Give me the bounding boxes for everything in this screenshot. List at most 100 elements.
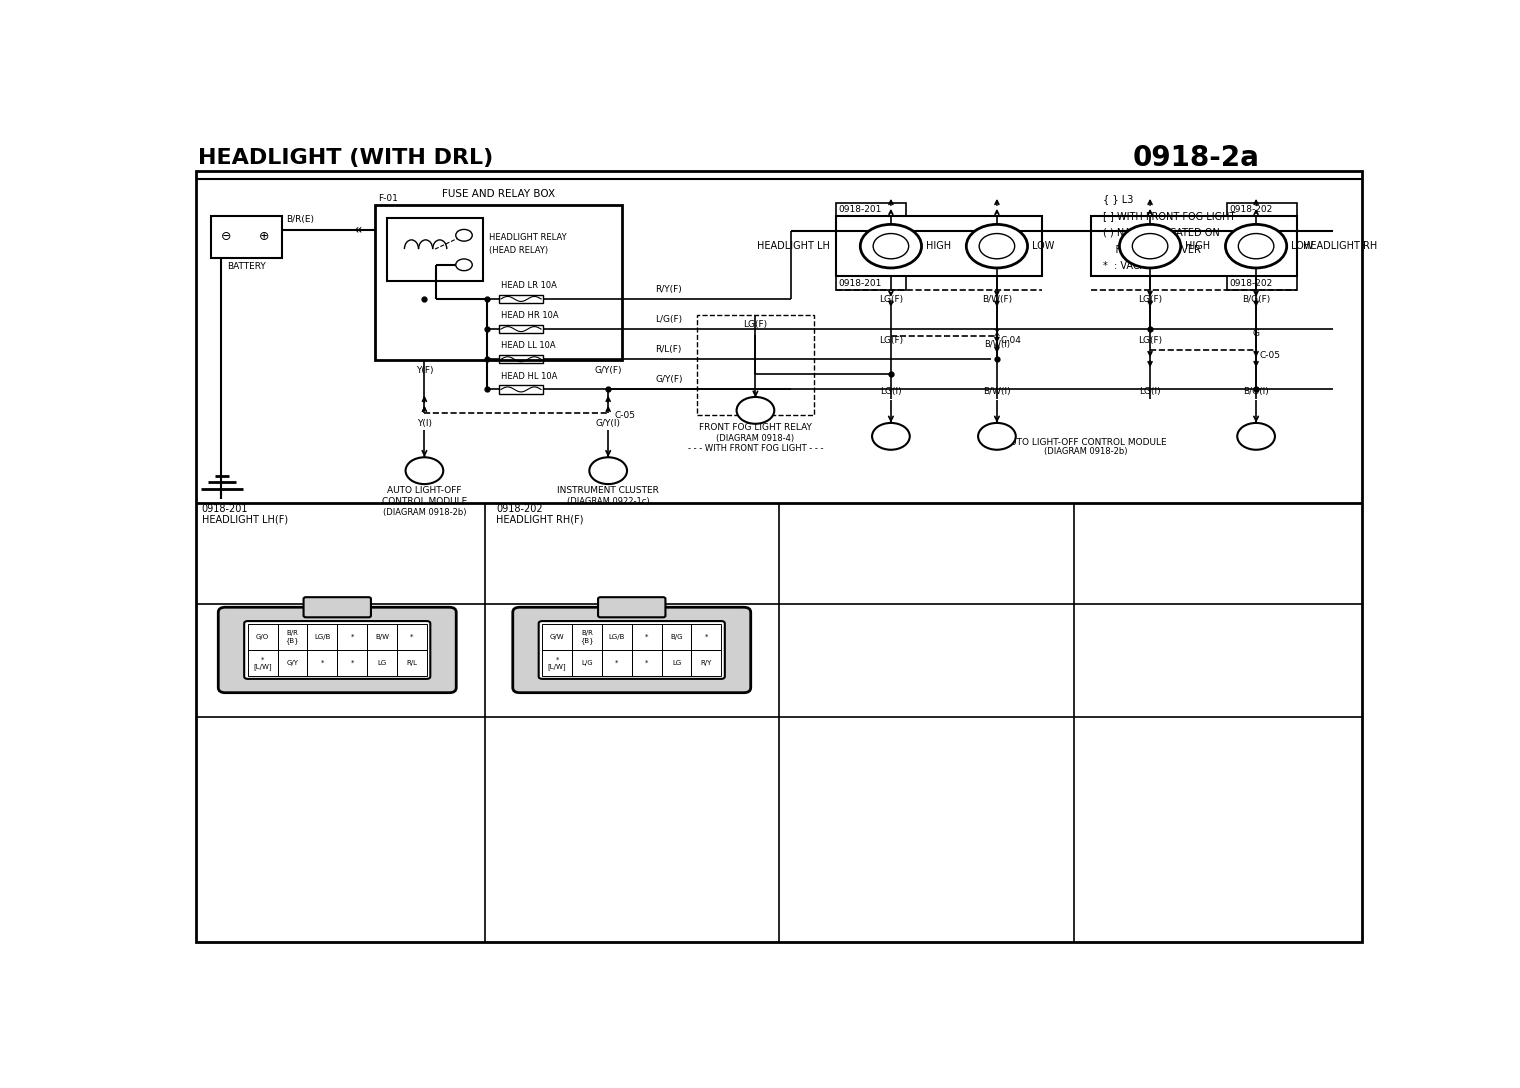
Text: *
[L/W]: * [L/W]	[547, 656, 567, 670]
Text: FUSE BOX COVER: FUSE BOX COVER	[1104, 245, 1201, 255]
Text: G/O: G/O	[255, 634, 269, 640]
Text: *: *	[321, 660, 324, 666]
Bar	[499, 325, 544, 333]
Text: - - - WITH FRONT FOG LIGHT - - -: - - - WITH FRONT FOG LIGHT - - -	[687, 444, 824, 453]
Text: 0918-201: 0918-201	[838, 279, 882, 287]
Bar	[499, 385, 544, 394]
Text: 59: 59	[749, 406, 762, 416]
Bar	[248, 650, 278, 677]
Bar	[661, 650, 692, 677]
Text: *: *	[705, 634, 708, 640]
Bar	[397, 623, 427, 650]
Text: AUTO LIGHT-OFF: AUTO LIGHT-OFF	[388, 486, 462, 495]
Bar	[337, 650, 368, 677]
Bar	[386, 218, 483, 281]
Bar	[692, 650, 722, 677]
Circle shape	[737, 397, 774, 423]
Text: FRONT FOG LIGHT RELAY: FRONT FOG LIGHT RELAY	[699, 423, 812, 432]
Bar	[368, 650, 397, 677]
Text: LG(F): LG(F)	[1138, 295, 1163, 305]
Bar	[397, 650, 427, 677]
Text: HEAD HR 10A: HEAD HR 10A	[502, 311, 559, 320]
Text: L/G(F): L/G(F)	[655, 316, 682, 324]
Text: 0918-202: 0918-202	[1230, 205, 1272, 214]
Bar	[499, 355, 544, 363]
Text: BATTERY: BATTERY	[226, 262, 266, 271]
Bar	[337, 623, 368, 650]
Text: B/G: B/G	[670, 634, 682, 640]
Text: B/R
{B}: B/R {B}	[286, 630, 299, 644]
Bar	[1091, 217, 1297, 276]
Bar	[543, 650, 572, 677]
Text: AUTO LIGHT-OFF CONTROL MODULE: AUTO LIGHT-OFF CONTROL MODULE	[1005, 437, 1166, 447]
Bar	[307, 623, 337, 650]
Text: G/Y(F): G/Y(F)	[594, 366, 622, 374]
Text: Y(F): Y(F)	[415, 366, 433, 374]
FancyBboxPatch shape	[538, 621, 725, 679]
Text: C-04: C-04	[1000, 336, 1021, 345]
Text: ⊖: ⊖	[222, 231, 231, 244]
Bar	[248, 623, 278, 650]
Text: (DIAGRAM 0918-2b): (DIAGRAM 0918-2b)	[1044, 447, 1126, 456]
Text: CONTROL MODULE: CONTROL MODULE	[382, 497, 467, 506]
Text: HEAD LR 10A: HEAD LR 10A	[502, 281, 556, 290]
Bar	[836, 202, 906, 217]
Circle shape	[1239, 234, 1274, 259]
Bar	[368, 623, 397, 650]
Circle shape	[1132, 234, 1167, 259]
Text: HEADLIGHT LH: HEADLIGHT LH	[757, 242, 830, 251]
Text: [ ] WITH FRONT FOG LIGHT: [ ] WITH FRONT FOG LIGHT	[1104, 211, 1236, 221]
Text: 69: 69	[1249, 431, 1263, 442]
Text: *
[L/W]: * [L/W]	[254, 656, 272, 670]
Bar	[1227, 202, 1297, 217]
Text: L/G: L/G	[581, 660, 593, 666]
Circle shape	[872, 234, 909, 259]
Text: *: *	[616, 660, 619, 666]
Text: B/R(E): B/R(E)	[287, 215, 315, 224]
Text: 55W: 55W	[988, 242, 1006, 250]
Bar	[211, 217, 281, 258]
Circle shape	[406, 457, 444, 484]
Text: (DIAGRAM 0918-4): (DIAGRAM 0918-4)	[716, 433, 795, 443]
Circle shape	[977, 423, 1015, 449]
Text: HEADLIGHT (WITH DRL): HEADLIGHT (WITH DRL)	[198, 148, 494, 169]
Text: Y(I): Y(I)	[416, 419, 432, 429]
Text: G/Y: G/Y	[286, 660, 298, 666]
Text: LOW: LOW	[1032, 242, 1055, 251]
Bar	[307, 650, 337, 677]
Text: B/R
{B}: B/R {B}	[581, 630, 594, 644]
Text: 0918-201: 0918-201	[202, 504, 248, 515]
Text: R/Y(F): R/Y(F)	[655, 285, 682, 294]
Text: *: *	[351, 634, 354, 640]
Circle shape	[872, 423, 910, 449]
Text: *: *	[644, 660, 649, 666]
Circle shape	[590, 457, 628, 484]
Text: (HEAD RELAY): (HEAD RELAY)	[489, 246, 549, 255]
Text: LOW: LOW	[1292, 242, 1313, 251]
Text: LG(F): LG(F)	[743, 321, 768, 330]
Bar	[696, 314, 815, 416]
Bar	[661, 623, 692, 650]
Text: *: *	[351, 660, 354, 666]
Bar	[572, 623, 602, 650]
Text: *: *	[410, 634, 413, 640]
Text: LG/B: LG/B	[315, 634, 330, 640]
Text: B/W(F): B/W(F)	[982, 295, 1012, 305]
Text: HEAD HL 10A: HEAD HL 10A	[502, 371, 558, 381]
Text: HEADLIGHT RH(F): HEADLIGHT RH(F)	[496, 515, 584, 524]
Bar	[836, 276, 906, 289]
Text: 68: 68	[990, 431, 1003, 442]
Text: 0918-202: 0918-202	[496, 504, 543, 515]
Text: G/Y(I): G/Y(I)	[596, 419, 620, 429]
Text: LG(F): LG(F)	[879, 335, 903, 345]
Text: *: *	[644, 634, 649, 640]
Text: HEADLIGHT RH: HEADLIGHT RH	[1303, 242, 1377, 251]
Text: 0918-2a: 0918-2a	[1132, 145, 1259, 172]
Bar	[1227, 276, 1297, 289]
Text: 55W: 55W	[1246, 242, 1266, 250]
Text: INSTRUMENT CLUSTER: INSTRUMENT CLUSTER	[558, 486, 660, 495]
Text: (DIAGRAM 0922-1c): (DIAGRAM 0922-1c)	[567, 497, 649, 506]
Text: B/W: B/W	[375, 634, 389, 640]
FancyBboxPatch shape	[512, 607, 751, 693]
Text: X: X	[994, 329, 1000, 337]
